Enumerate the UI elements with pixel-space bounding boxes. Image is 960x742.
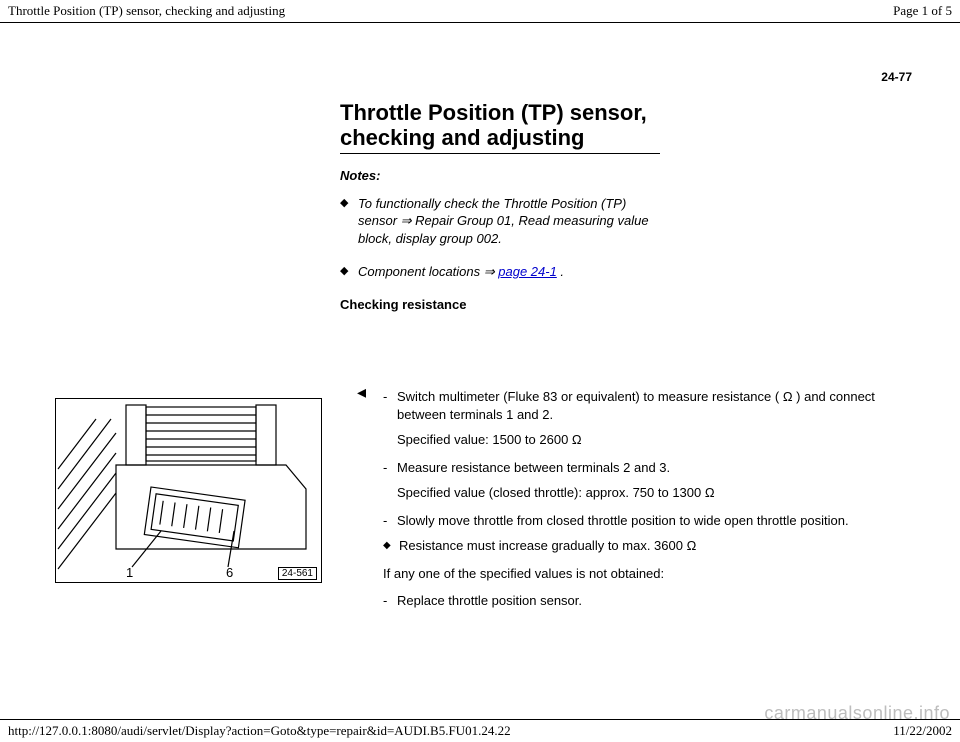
step-1-spec: Specified value: 1500 to 2600 Ω [397,431,910,449]
step-2-text: Measure resistance between terminals 2 a… [397,459,910,477]
header-page-indicator: Page 1 of 5 [893,3,952,19]
sensor-drawing-icon [56,399,322,583]
step-1: - Switch multimeter (Fluke 83 or equival… [383,388,910,423]
note-1-text: To functionally check the Throttle Posit… [358,196,649,246]
note-2-link[interactable]: page 24-1 [498,264,557,279]
note-2-text-before: Component locations ⇒ [358,264,498,279]
title-line-2: checking and adjusting [340,125,584,150]
procedure-steps: - Switch multimeter (Fluke 83 or equival… [383,388,910,618]
step-3-text: Slowly move throttle from closed throttl… [397,512,910,530]
footer-bar: http://127.0.0.1:8080/audi/servlet/Displ… [0,719,960,742]
pointer-icon: ◂ [357,382,366,403]
dash-icon: - [383,512,397,530]
notes-list: To functionally check the Throttle Posit… [340,195,660,281]
page-root: Throttle Position (TP) sensor, checking … [0,0,960,742]
illustration-ref-label: 24-561 [278,567,317,580]
illustration-callout-1: 1 [126,565,133,580]
illustration-callout-6: 6 [226,565,233,580]
note-item-2: Component locations ⇒ page 24-1 . [340,263,660,281]
header-title: Throttle Position (TP) sensor, checking … [8,3,285,19]
subheading-checking-resistance: Checking resistance [340,297,912,312]
note-2-text-after: . [557,264,564,279]
step-3: - Slowly move throttle from closed throt… [383,512,910,530]
header-bar: Throttle Position (TP) sensor, checking … [0,0,960,23]
dash-icon: - [383,388,397,423]
dash-icon: - [383,459,397,477]
step-4-condition: If any one of the specified values is no… [383,565,910,583]
content-column: Throttle Position (TP) sensor, checking … [340,100,912,316]
dash-icon: - [383,592,397,610]
step-5: - Replace throttle position sensor. [383,592,910,610]
page-title: Throttle Position (TP) sensor, checking … [340,100,660,154]
step-2-spec: Specified value (closed throttle): appro… [397,484,910,502]
note-item-1: To functionally check the Throttle Posit… [340,195,660,248]
page-number-corner: 24-77 [881,70,912,84]
step-3-result: Resistance must increase gradually to ma… [383,537,910,555]
step-2: - Measure resistance between terminals 2… [383,459,910,477]
step-1-text: Switch multimeter (Fluke 83 or equivalen… [397,388,910,423]
component-illustration: 1 6 24-561 [55,398,322,583]
footer-url: http://127.0.0.1:8080/audi/servlet/Displ… [8,723,511,739]
footer-date: 11/22/2002 [893,723,952,739]
notes-heading: Notes: [340,168,912,183]
step-5-text: Replace throttle position sensor. [397,592,910,610]
title-line-1: Throttle Position (TP) sensor, [340,100,647,125]
